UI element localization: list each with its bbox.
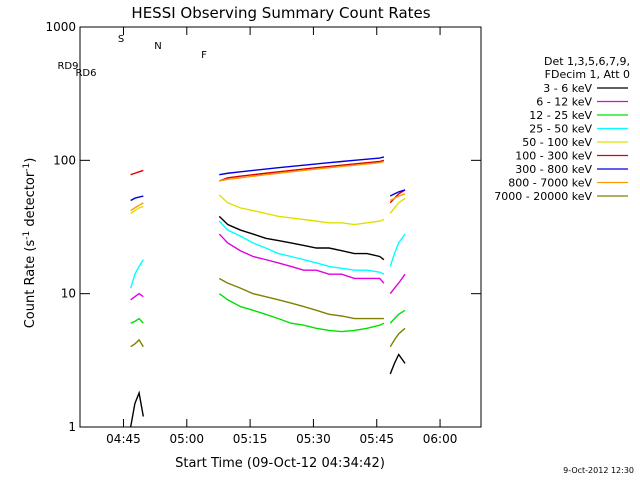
legend: Det 1,3,5,6,7,9, FDecim 1, Att 0 3 - 6 k… <box>494 55 630 203</box>
series-line <box>130 205 144 214</box>
series-line <box>219 156 385 176</box>
legend-label: 12 - 25 keV <box>529 109 592 122</box>
series-line <box>218 277 384 320</box>
flag-label: RD6 <box>75 68 96 79</box>
legend-label: 100 - 300 keV <box>515 150 592 163</box>
legend-label: 7000 - 20000 keV <box>494 190 592 203</box>
y-tick-label: 100 <box>53 153 76 167</box>
series-line <box>130 169 144 176</box>
x-tick-label: 05:30 <box>296 432 331 446</box>
plot-frame <box>79 26 482 428</box>
y-tick-label: 1000 <box>45 20 76 34</box>
series-line <box>219 160 385 182</box>
series-line <box>389 189 406 197</box>
series-line <box>219 159 385 182</box>
x-tick-label: 06:00 <box>423 432 458 446</box>
x-tick-label: 05:45 <box>359 432 394 446</box>
legend-header-2: FDecim 1, Att 0 <box>545 68 630 81</box>
legend-label: 300 - 800 keV <box>515 163 592 176</box>
timestamp: 9-Oct-2012 12:30 <box>563 466 634 475</box>
x-axis-ticks: 04:45 05:00 05:15 05:30 05:45 06:00 <box>106 27 457 446</box>
y-axis-ticks: 1 10 100 1000 <box>45 20 481 434</box>
series-line <box>218 220 385 275</box>
x-tick-label: 05:15 <box>233 432 268 446</box>
y-tick-label: 1 <box>68 420 76 434</box>
flag-label: S <box>118 34 124 45</box>
x-tick-label: 04:45 <box>106 432 141 446</box>
legend-label: 50 - 100 keV <box>522 136 592 149</box>
legend-header-1: Det 1,3,5,6,7,9, <box>544 55 630 68</box>
legend-label: 800 - 7000 keV <box>508 177 592 190</box>
series-line <box>130 195 144 202</box>
x-tick-label: 05:00 <box>169 432 204 446</box>
series-line <box>130 317 144 324</box>
y-axis-label: Count Rate (s-1 detector-1) <box>22 158 38 329</box>
series-line <box>389 197 406 214</box>
chart-title: HESSI Observing Summary Count Rates <box>131 4 430 22</box>
legend-label: 6 - 12 keV <box>536 96 592 109</box>
series-line <box>389 327 406 348</box>
series-line <box>389 233 406 267</box>
series-line <box>389 189 406 204</box>
series-line <box>389 273 406 295</box>
series-line <box>218 194 385 226</box>
legend-label: 3 - 6 keV <box>543 82 592 95</box>
series-line <box>389 353 406 375</box>
flag-label: F <box>201 50 207 61</box>
series-line <box>129 390 145 428</box>
series-line <box>389 193 406 202</box>
y-tick-label: 10 <box>61 287 76 301</box>
series-line <box>218 293 385 333</box>
series-line <box>129 259 144 289</box>
series-line <box>130 202 144 212</box>
flag-label: RD9 <box>57 61 78 72</box>
x-axis-label: Start Time (09-Oct-12 04:34:42) <box>175 456 385 471</box>
series-line <box>130 292 144 301</box>
series-line <box>130 338 144 348</box>
series-line <box>218 215 385 261</box>
legend-label: 25 - 50 keV <box>529 123 592 136</box>
series-line <box>218 233 385 284</box>
flag-label: N <box>154 41 161 52</box>
series-line <box>389 309 406 324</box>
series-layer <box>129 156 406 428</box>
